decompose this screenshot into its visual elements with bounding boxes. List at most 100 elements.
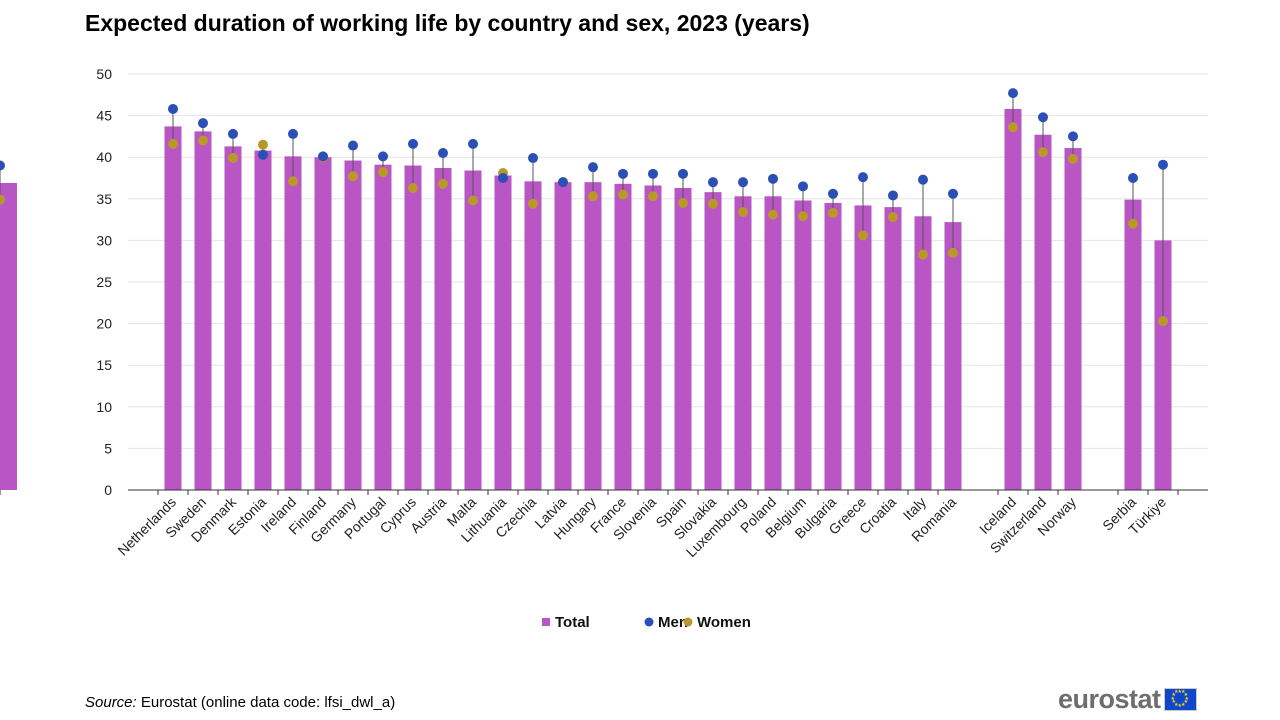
dot-men: [798, 181, 808, 192]
dot-women: [618, 189, 628, 200]
sex-dots: [0, 88, 1168, 327]
bar-total: [1154, 240, 1172, 490]
bar-total: [0, 182, 17, 490]
bar-total: [194, 131, 212, 490]
bar-total: [1124, 199, 1142, 490]
dot-men: [288, 128, 298, 139]
range-whiskers: [0, 93, 1164, 322]
bar-total: [494, 175, 512, 490]
dot-women: [468, 195, 478, 206]
flag-star-icon: ★: [1171, 699, 1176, 705]
dot-men: [918, 174, 928, 185]
dot-women: [198, 135, 208, 146]
bar-total: [764, 196, 782, 490]
flag-star-icon: ★: [1183, 699, 1189, 705]
dot-men: [0, 160, 5, 171]
bar-total: [1064, 148, 1082, 490]
dot-women: [348, 171, 358, 182]
bar-total: [374, 164, 392, 491]
flag-star-icon: ★: [1177, 688, 1183, 695]
dot-men: [858, 172, 868, 183]
dot-men: [468, 138, 478, 149]
dot-men: [1008, 88, 1018, 99]
y-tick-label: 40: [96, 149, 112, 165]
dot-women: [798, 211, 808, 222]
dot-men: [738, 177, 748, 188]
bar-total: [464, 170, 482, 490]
dot-women: [0, 194, 5, 205]
legend-marker-total: [542, 618, 550, 626]
bar-total: [314, 157, 332, 490]
eurostat-logo: eurostat ★ ★ ★ ★ ★ ★ ★ ★ ★ ★ ★ ★: [1058, 683, 1197, 714]
eu-flag-icon: ★ ★ ★ ★ ★ ★ ★ ★ ★ ★ ★ ★: [1163, 687, 1197, 711]
dot-men: [198, 118, 208, 129]
source-text: Eurostat (online data code: lfsi_dwl_a): [140, 694, 396, 711]
dot-men: [588, 162, 598, 173]
dot-men: [378, 151, 388, 162]
bar-total: [854, 205, 872, 490]
legend-label: Women: [697, 614, 751, 631]
bar-total: [614, 183, 632, 490]
dot-men: [528, 153, 538, 164]
bar-total: [824, 202, 842, 490]
y-tick-label: 5: [104, 440, 112, 456]
dot-women: [168, 138, 178, 149]
dot-men: [648, 168, 658, 179]
bar-total: [404, 165, 422, 490]
dot-women: [648, 191, 658, 202]
legend-marker-men: [644, 617, 654, 627]
bar-total: [554, 182, 572, 490]
dot-men: [498, 173, 508, 183]
dot-women: [918, 249, 928, 260]
y-tick-label: 30: [96, 232, 112, 248]
dot-women: [738, 207, 748, 218]
bar-total: [524, 181, 542, 490]
chart: 0 5 10 15 20 25 30 35 40 45 50 EUNetherlandsSweden…: [0, 66, 1208, 631]
dot-men: [408, 138, 418, 149]
legend-label: Men: [658, 614, 688, 631]
legend: Total Men Women: [542, 614, 751, 631]
dot-women: [678, 197, 688, 208]
flag-star-icon: ★: [1170, 695, 1176, 702]
dot-women: [1128, 218, 1138, 229]
dot-men: [618, 168, 628, 179]
bar-total: [584, 182, 602, 490]
y-tick-label: 35: [96, 191, 112, 207]
dot-men: [558, 177, 568, 188]
dot-women: [1068, 153, 1078, 164]
dot-men: [168, 103, 178, 114]
y-tick-label: 45: [96, 108, 112, 124]
x-axis-labels: EUNetherlandsSwedenDenmarkEstoniaIreland…: [114, 493, 1169, 560]
gridlines: [128, 73, 1208, 449]
logo-text: eurostat: [1058, 683, 1161, 714]
dot-women: [768, 209, 778, 220]
bar-total: [704, 192, 722, 491]
dot-women: [528, 198, 538, 209]
dot-men: [1158, 159, 1168, 170]
x-axis: [0, 489, 1208, 495]
source-label: Source:: [85, 694, 137, 711]
flag-star-icon: ★: [1177, 702, 1183, 709]
flag-star-icon: ★: [1181, 689, 1186, 696]
dot-women: [858, 230, 868, 241]
flag-star-icon: ★: [1181, 701, 1186, 708]
legend-marker-women: [683, 617, 693, 627]
y-tick-label: 15: [96, 357, 112, 373]
dot-men: [258, 149, 268, 160]
bar-total: [1004, 108, 1022, 490]
dot-women: [228, 153, 238, 164]
dot-women: [378, 167, 388, 178]
dot-women: [1158, 316, 1168, 327]
y-axis-ticks: 0 5 10 15 20 25 30 35 40 45 50: [96, 66, 112, 498]
dot-men: [318, 151, 328, 162]
flag-star-icon: ★: [1174, 701, 1179, 708]
bar-total: [434, 168, 452, 491]
dot-women: [408, 182, 418, 193]
total-bars: [0, 108, 1172, 491]
dot-women: [288, 176, 298, 187]
bar-total: [344, 160, 362, 490]
flag-star-icon: ★: [1171, 692, 1176, 698]
dot-women: [1038, 147, 1048, 158]
y-tick-label: 50: [96, 66, 112, 82]
bar-total: [1034, 134, 1052, 490]
